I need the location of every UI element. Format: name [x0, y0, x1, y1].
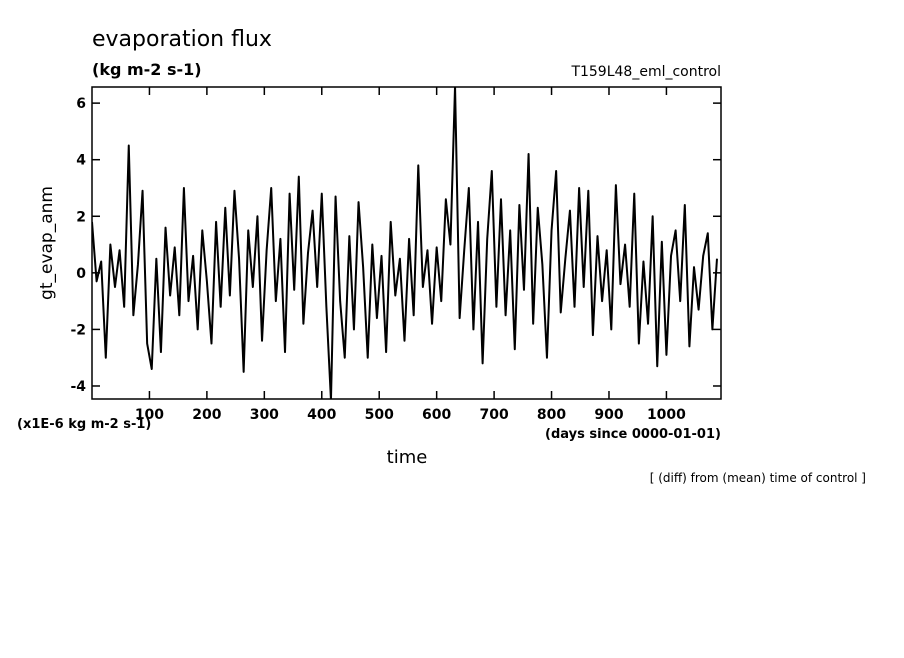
- x-tick-label: 700: [479, 407, 508, 423]
- data-line: [92, 87, 718, 399]
- x-tick-label: 1000: [647, 407, 686, 423]
- y-tick-label: -2: [70, 322, 86, 338]
- x-tick-label: 900: [594, 407, 623, 423]
- x-tick-label: 600: [422, 407, 451, 423]
- x-unit-label: (days since 0000-01-01): [545, 427, 721, 442]
- footnote: [ (diff) from (mean) time of control ]: [650, 471, 866, 485]
- x-tick-label: 800: [537, 407, 566, 423]
- x-tick-label: 200: [192, 407, 221, 423]
- y-tick-label: 4: [76, 153, 86, 169]
- x-tick-label: 400: [307, 407, 336, 423]
- x-tick-label: 100: [135, 407, 164, 423]
- x-axis-label: time: [387, 447, 428, 468]
- chart-title: evaporation flux: [92, 27, 272, 52]
- plot-area: [92, 87, 718, 399]
- y-tick-label: -4: [70, 379, 86, 395]
- experiment-label: T159L48_eml_control: [570, 64, 721, 80]
- y-tick-label: 0: [76, 266, 86, 282]
- y-unit-label: (x1E-6 kg m-2 s-1): [17, 417, 151, 432]
- x-tick-label: 300: [250, 407, 279, 423]
- y-tick-label: 6: [76, 96, 86, 112]
- plot-frame: [91, 86, 722, 400]
- chart-subtitle: (kg m-2 s-1): [92, 60, 202, 79]
- x-tick-label: 500: [365, 407, 394, 423]
- y-tick-label: 2: [76, 209, 86, 225]
- y-axis-label: gt_evap_anm: [37, 186, 57, 300]
